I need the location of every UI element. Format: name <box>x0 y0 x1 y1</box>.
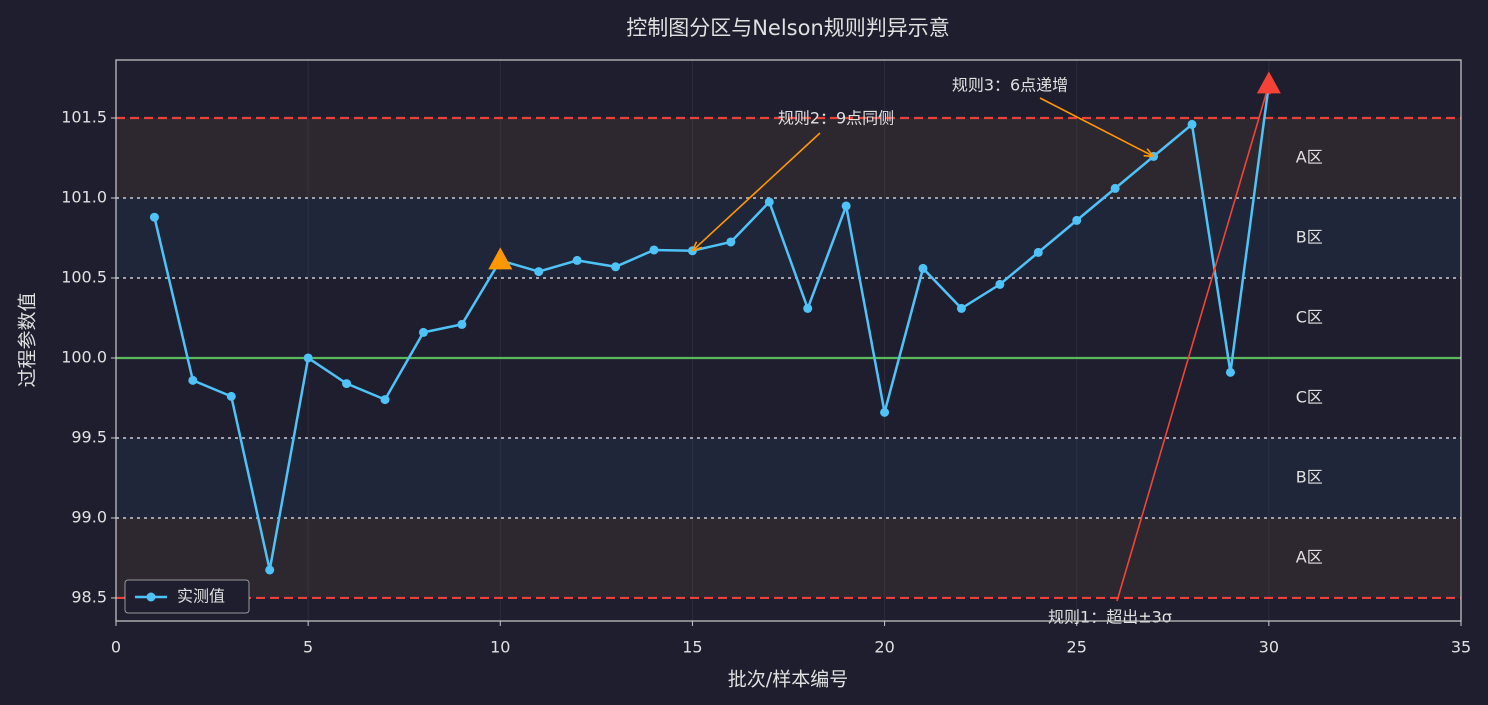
rule-marker <box>488 247 513 270</box>
arrow-head <box>1261 83 1271 95</box>
zone-label: A区 <box>1296 147 1323 166</box>
data-point <box>1225 367 1235 377</box>
x-axis-label: 批次/样本编号 <box>728 669 848 691</box>
rule-marker <box>1256 71 1281 94</box>
annotation-text: 规则3：6点递增 <box>952 76 1068 95</box>
data-point <box>1187 119 1197 129</box>
data-point <box>188 375 198 385</box>
annotation-arrow <box>1116 84 1270 602</box>
zone-band <box>116 437 1461 518</box>
data-point <box>342 379 352 389</box>
y-tick-label: 101.0 <box>61 187 107 206</box>
y-tick-label: 98.5 <box>71 587 107 606</box>
data-point <box>803 303 813 313</box>
y-tick-label: 99.0 <box>71 507 107 526</box>
plot-frame <box>115 59 1462 622</box>
data-point <box>572 255 582 265</box>
data-point <box>726 237 736 247</box>
annotation-text: 规则2：9点同侧 <box>778 109 894 128</box>
annotation-text: 规则1：超出±3σ <box>1048 608 1172 627</box>
data-point <box>1033 247 1043 257</box>
arrow-head <box>691 241 703 252</box>
x-tick-label: 25 <box>1067 638 1087 657</box>
zone-label: B区 <box>1296 467 1323 486</box>
x-tick-label: 35 <box>1451 638 1471 657</box>
data-point <box>611 262 621 272</box>
data-point <box>418 327 428 337</box>
data-point <box>457 319 467 329</box>
chart-title: 控制图分区与Nelson规则判异示意 <box>626 16 950 40</box>
arrow-head <box>1143 148 1155 158</box>
annotation-arrow <box>691 132 821 252</box>
data-point <box>303 353 313 363</box>
y-axis-label: 过程参数值 <box>17 292 39 387</box>
zone-band <box>116 117 1461 198</box>
zone-label: A区 <box>1296 547 1323 566</box>
data-point <box>918 263 928 273</box>
zone-label: C区 <box>1296 387 1323 406</box>
y-tick-label: 100.5 <box>61 267 107 286</box>
data-point <box>764 197 774 207</box>
x-tick-label: 10 <box>490 638 510 657</box>
data-point <box>380 395 390 405</box>
x-tick-label: 15 <box>682 638 702 657</box>
data-point <box>226 391 236 401</box>
y-tick-label: 99.5 <box>71 427 107 446</box>
data-point <box>956 303 966 313</box>
data-point <box>880 407 890 417</box>
data-point <box>265 565 275 575</box>
x-tick-label: 20 <box>874 638 894 657</box>
zone-label: C区 <box>1296 307 1323 326</box>
data-point <box>841 201 851 211</box>
zone-label: B区 <box>1296 227 1323 246</box>
data-point <box>534 267 544 277</box>
x-tick-label: 30 <box>1259 638 1279 657</box>
x-tick-label: 0 <box>111 638 121 657</box>
legend-label: 实测值 <box>177 587 225 606</box>
y-tick-label: 100.0 <box>61 347 107 366</box>
series-line <box>153 84 1271 571</box>
annotation-arrow <box>1039 97 1154 158</box>
zone-band <box>116 517 1461 598</box>
data-point <box>649 245 659 255</box>
legend-box <box>124 579 250 614</box>
data-point <box>149 212 159 222</box>
data-point <box>1072 215 1082 225</box>
legend-dot <box>146 592 156 602</box>
data-point <box>995 279 1005 289</box>
x-tick-label: 5 <box>303 638 313 657</box>
y-tick-label: 101.5 <box>61 107 107 126</box>
zone-band <box>116 197 1461 278</box>
data-point <box>1110 183 1120 193</box>
